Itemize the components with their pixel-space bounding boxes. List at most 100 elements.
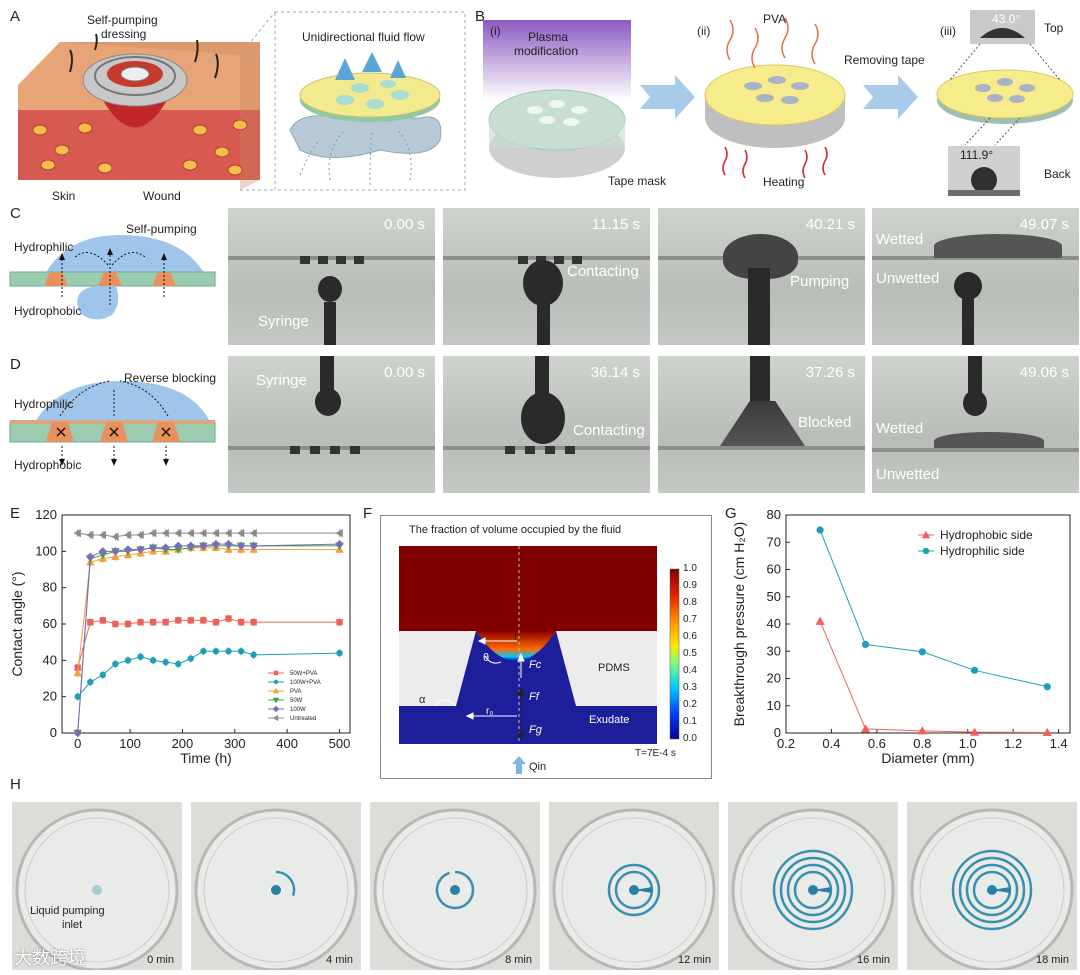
y-tick-label: 40 <box>43 652 57 667</box>
data-point <box>87 618 94 626</box>
y-tick-label: 50 <box>767 589 781 604</box>
data-point <box>200 648 207 655</box>
fluid-spiral <box>958 856 1026 924</box>
c-frame-4-wetted: Wetted <box>876 231 924 248</box>
petri-dish <box>731 808 895 970</box>
y-axis-label: Breakthrough pressure (cm H₂O) <box>731 522 747 727</box>
legend-marker <box>273 679 279 685</box>
data-point <box>175 660 182 668</box>
dressing-label-line2: dressing <box>101 27 147 41</box>
fluid-spiral <box>951 849 1033 931</box>
petri-dish <box>910 808 1074 970</box>
final-disk <box>936 69 1074 119</box>
y-tick-label: 0 <box>50 725 57 740</box>
legend-marker <box>272 687 280 694</box>
step-iii-label: (iii) <box>940 24 956 38</box>
plate-time: 18 min <box>1035 954 1069 966</box>
colorbar <box>669 568 680 740</box>
data-point <box>162 658 169 666</box>
petri-dish <box>552 808 716 970</box>
d-frame-3-time: 37.26 s <box>805 364 855 381</box>
exudate-region <box>399 706 657 744</box>
d-frame-1-time: 0.00 s <box>384 364 425 381</box>
data-point <box>86 530 94 540</box>
inlet-channel <box>813 887 831 893</box>
data-point <box>335 539 344 549</box>
data-point <box>74 664 81 671</box>
petri-dish <box>15 808 179 970</box>
flow-disk-top <box>299 72 441 118</box>
plate-time: 8 min <box>505 954 532 966</box>
plot-frame <box>785 514 1071 734</box>
legend-label: PVA <box>290 689 302 695</box>
plate-time: 12 min <box>677 954 711 966</box>
data-point <box>123 530 132 540</box>
label-time: T=7E-4 s <box>635 748 676 759</box>
x-tick-label: 200 <box>172 736 194 751</box>
x-tick-label: 100 <box>119 736 141 751</box>
panel-d-schematic <box>9 380 216 466</box>
pumping-inlet <box>450 885 460 895</box>
data-point <box>211 539 221 549</box>
label-r0: r₀ <box>486 706 494 717</box>
x-tick-label: 400 <box>276 736 298 751</box>
data-point <box>236 528 245 538</box>
breakthrough-pressure-chart: 0.2 0.4 0.6 0.8 1.0 1.2 1.4 0 10 20 30 40 50 60 70 80 Di… <box>731 507 1071 766</box>
x-tick-label: 1.0 <box>959 736 977 751</box>
inlet-label-line2: inlet <box>62 919 83 931</box>
fluid-spiral <box>772 849 854 931</box>
plasma-label-1: Plasma <box>528 30 569 44</box>
data-point <box>211 528 220 538</box>
x-axis-label: Time (h) <box>180 750 232 766</box>
series-line <box>819 621 1048 733</box>
self-pumping-label: Self-pumping <box>126 222 197 236</box>
d-frame-3: 37.26 s Blocked <box>658 356 865 493</box>
pva-disk <box>704 64 846 126</box>
data-point <box>250 651 257 659</box>
series-pva <box>73 543 344 678</box>
pumping-plate: 8 min <box>370 802 540 970</box>
x-tick-label: 0.8 <box>913 736 931 751</box>
d-frame-4-unwetted: Unwetted <box>876 466 940 483</box>
data-point <box>86 552 95 561</box>
series-line <box>77 532 340 538</box>
c-frame-3-time: 40.21 s <box>805 216 855 233</box>
top-droplet-photo <box>970 10 1035 44</box>
data-point <box>187 617 195 624</box>
data-point <box>917 726 927 735</box>
data-point <box>87 678 94 686</box>
y-tick-label: 10 <box>767 698 781 713</box>
c-frame-2-label: Contacting <box>567 263 639 280</box>
pumping-plate: 4 min <box>191 802 361 970</box>
simulation-figure <box>399 546 680 774</box>
data-point <box>969 727 980 736</box>
data-point <box>73 728 82 738</box>
y-tick-label: 20 <box>43 689 57 704</box>
pumping-plate: 18 min <box>907 802 1077 970</box>
label-qin: Qin <box>529 761 547 773</box>
x-tick-label: 1.2 <box>1004 736 1022 751</box>
simulation-title: The fraction of volume occupied by the f… <box>409 524 622 536</box>
data-point <box>225 615 232 622</box>
data-point <box>224 539 233 549</box>
data-point <box>73 528 81 538</box>
legend-marker <box>272 714 279 722</box>
back-angle-label: 111.9° <box>960 148 994 162</box>
data-point <box>918 648 926 656</box>
label-ff: Ff <box>529 691 539 703</box>
y-tick-label: 20 <box>767 671 781 686</box>
plasma-zone <box>483 20 631 100</box>
data-point <box>124 620 132 628</box>
x-tick-label: 300 <box>224 736 246 751</box>
colorbar-tick: 0.4 <box>683 665 697 676</box>
fluid-region-top <box>399 546 657 631</box>
data-point <box>137 653 144 660</box>
y-tick-label: 80 <box>43 580 57 595</box>
data-point <box>1043 683 1051 691</box>
inlet-label-line1: Liquid pumping <box>30 905 105 917</box>
legend: 50W+PVA 100W+PVA PVA 50W 100W Untreated <box>268 670 321 722</box>
fluid-blob <box>289 115 442 158</box>
data-point <box>815 616 825 625</box>
data-point <box>112 660 119 668</box>
d-hydrophilic-label: Hydrophilic <box>14 397 74 411</box>
